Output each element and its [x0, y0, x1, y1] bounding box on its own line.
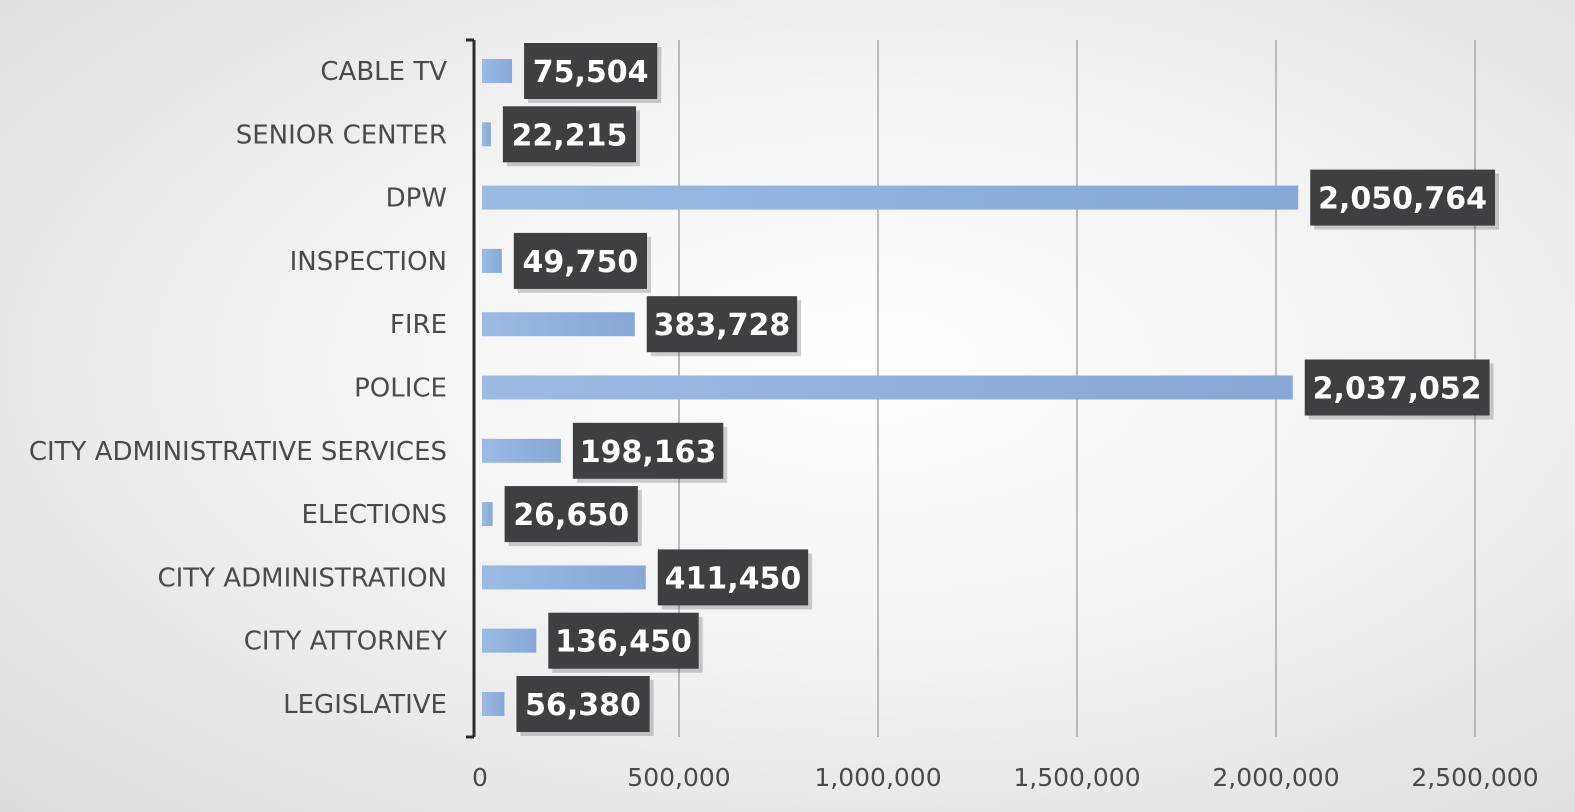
- data-label: 383,728: [654, 308, 791, 343]
- bar: [482, 312, 635, 337]
- x-tick-label: 1,500,000: [1013, 763, 1140, 792]
- data-label: 411,450: [665, 561, 802, 596]
- data-label-box: [548, 612, 699, 669]
- bar: [482, 438, 561, 463]
- bar: [482, 59, 513, 83]
- bars: [482, 59, 1299, 716]
- data-label: 2,037,052: [1313, 372, 1482, 407]
- bar: [482, 628, 537, 653]
- data-label: 198,163: [580, 435, 717, 470]
- data-label: 56,380: [525, 688, 641, 723]
- x-tick-label: 500,000: [627, 763, 730, 792]
- data-label-box: [502, 106, 637, 163]
- data-label: 2,050,764: [1318, 182, 1487, 217]
- category-label: FIRE: [390, 310, 447, 340]
- data-label-box: [513, 232, 648, 289]
- data-label-box: [1310, 169, 1496, 226]
- data-label: 22,215: [512, 118, 628, 153]
- category-label: CABLE TV: [320, 57, 447, 87]
- data-label-box: [572, 422, 724, 479]
- bar: [482, 122, 491, 147]
- category-label: ELECTIONS: [302, 500, 447, 530]
- axes: [466, 38, 476, 739]
- x-tick-label: 1,000,000: [814, 763, 941, 792]
- category-label: DPW: [386, 184, 447, 214]
- bar: [482, 185, 1299, 210]
- data-label-box: [516, 676, 650, 732]
- category-label: CITY ADMINISTRATION: [157, 563, 447, 593]
- category-label: LEGISLATIVE: [283, 690, 447, 720]
- data-labels: 75,504 22,215 2,050,764 49,750 383,728 2,037,…: [502, 43, 1500, 736]
- data-label-box: [1304, 359, 1490, 416]
- category-labels: CABLE TV SENIOR CENTER DPW INSPECTION FIRE PO…: [29, 57, 447, 720]
- data-label: 75,504: [533, 55, 649, 90]
- data-label: 136,450: [555, 625, 692, 660]
- category-label: CITY ADMINISTRATIVE SERVICES: [29, 437, 447, 467]
- data-label-box: [657, 549, 809, 606]
- bar: [482, 248, 502, 273]
- category-label: SENIOR CENTER: [236, 120, 447, 150]
- category-label: CITY ATTORNEY: [244, 627, 447, 657]
- bar: [482, 565, 646, 590]
- x-tick-label: 2,000,000: [1212, 763, 1339, 792]
- data-label: 26,650: [513, 498, 629, 533]
- x-tick-label: 2,500,000: [1411, 763, 1538, 792]
- x-tick-labels: 0 500,000 1,000,000 1,500,000 2,000,000 2,500…: [472, 763, 1539, 792]
- bar: [482, 375, 1293, 400]
- bar: [482, 502, 493, 527]
- bar: [482, 692, 505, 716]
- x-tick-label: 0: [472, 763, 488, 792]
- data-label: 49,750: [523, 245, 639, 280]
- data-label-box: [524, 43, 658, 99]
- data-label-box: [504, 486, 638, 543]
- category-label: POLICE: [354, 374, 447, 404]
- category-label: INSPECTION: [290, 247, 447, 277]
- data-label-box: [646, 296, 798, 353]
